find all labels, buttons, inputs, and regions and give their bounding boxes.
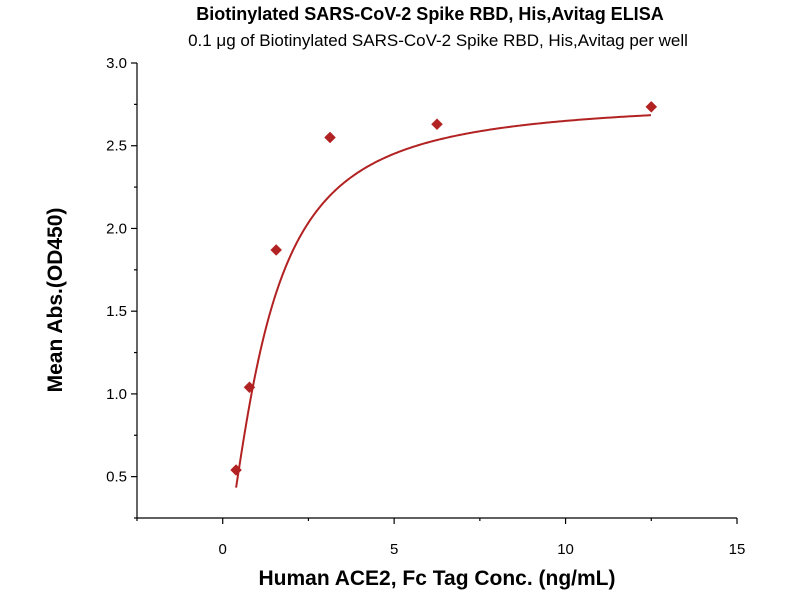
y-tick-label: 0.5: [106, 469, 127, 486]
data-point: [324, 131, 336, 144]
y-tick-label: 2.0: [106, 220, 127, 237]
data-point: [270, 244, 283, 256]
chart-title: Biotinylated SARS-CoV-2 Spike RBD, His,A…: [196, 4, 663, 24]
data-point: [645, 100, 658, 113]
y-ticks: 0.5 1.0 1.5 2.0 2.5 3.0: [106, 55, 137, 519]
data-point: [431, 118, 443, 131]
x-axis-label: Human ACE2, Fc Tag Conc. (ng/mL): [258, 567, 615, 590]
y-tick-label: 1.5: [106, 303, 127, 320]
y-tick-label: 1.0: [106, 386, 127, 403]
x-ticks: 0 5 10 15: [136, 518, 746, 558]
fit-curve: [235, 114, 651, 488]
data-point: [243, 381, 256, 394]
x-tick-label: 10: [557, 541, 574, 558]
x-tick-label: 5: [390, 541, 398, 558]
y-tick-label: 2.5: [106, 138, 127, 155]
plot-area: [230, 100, 658, 488]
chart-subtitle: 0.1 μg of Biotinylated SARS-CoV-2 Spike …: [188, 31, 688, 50]
x-tick-label: 15: [729, 541, 746, 558]
y-axis-label: Mean Abs.(OD450): [44, 208, 67, 393]
y-tick-label: 3.0: [106, 55, 127, 72]
data-point: [230, 464, 242, 476]
x-tick-label: 0: [219, 541, 227, 558]
axes: [136, 63, 737, 519]
